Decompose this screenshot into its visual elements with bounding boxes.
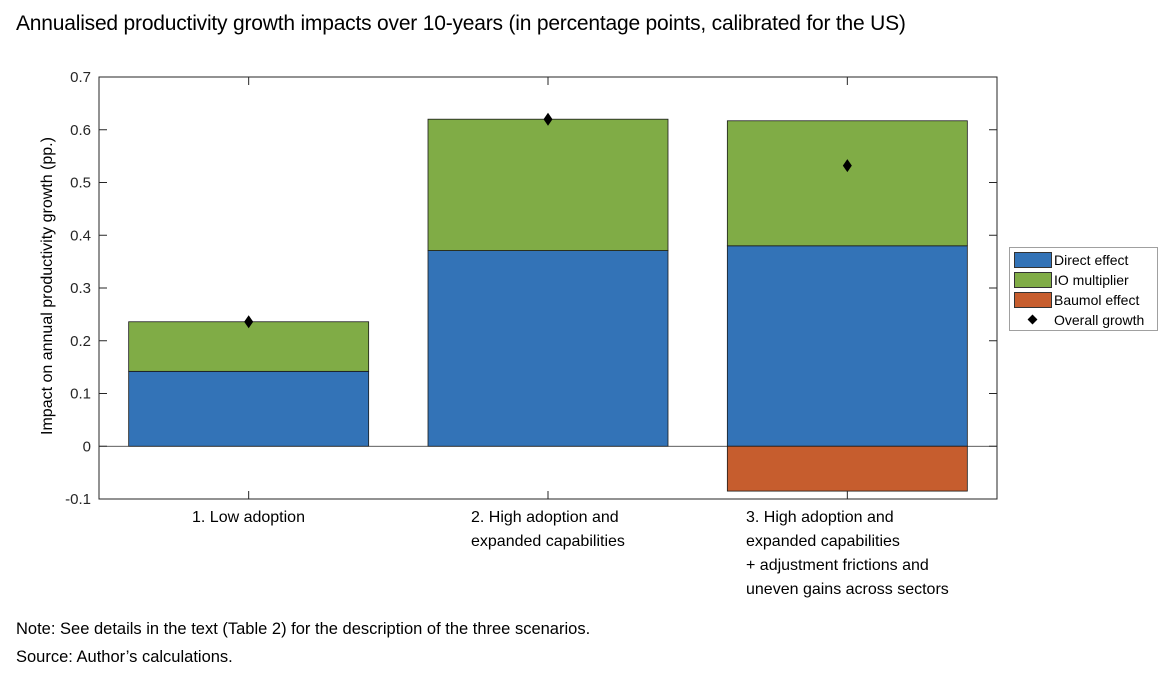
legend-item-direct-effect: Direct effect: [1010, 250, 1157, 270]
legend-label: Direct effect: [1054, 252, 1129, 268]
bar-direct-effect: [726, 245, 968, 447]
x-tick-label: 1. Low adoption: [192, 506, 305, 530]
legend-swatch-baumol-effect: [1014, 292, 1052, 308]
x-tick-label-line: 1. Low adoption: [192, 509, 305, 526]
y-tick-label: 0.3: [70, 280, 91, 297]
legend-label: IO multiplier: [1054, 272, 1129, 288]
legend-label: Overall growth: [1054, 312, 1145, 328]
overall-growth-marker: [543, 112, 553, 126]
legend-swatch-io-multiplier: [1014, 272, 1052, 288]
bar-io-multiplier: [726, 120, 968, 247]
y-tick-label: 0.1: [70, 386, 91, 403]
legend: Direct effect IO multiplier Baumol effec…: [1009, 247, 1158, 331]
bar-io-multiplier: [427, 118, 669, 251]
legend-label: Baumol effect: [1054, 292, 1140, 308]
chart-source: Source: Author’s calculations.: [16, 648, 233, 666]
y-tick-label: 0.4: [70, 227, 91, 244]
y-tick-label: 0.6: [70, 122, 91, 139]
bar-baumol-effect: [726, 445, 968, 492]
y-tick-label: 0.7: [70, 69, 91, 86]
legend-swatch-direct-effect: [1014, 252, 1052, 268]
x-tick-label: 2. High adoption and expanded capabilitie…: [471, 506, 625, 554]
legend-item-overall-growth: Overall growth: [1010, 310, 1157, 330]
bar-direct-effect: [128, 370, 370, 447]
overall-growth-marker: [244, 315, 254, 329]
bar-direct-effect: [427, 250, 669, 447]
x-tick-label-line: + adjustment frictions and: [746, 557, 929, 574]
x-tick-label-line: uneven gains across sectors: [746, 581, 949, 598]
x-tick-label-line: 3. High adoption and: [746, 509, 894, 526]
bar-io-multiplier: [128, 321, 370, 372]
chart-title: Annualised productivity growth impacts o…: [16, 12, 906, 35]
diamond-icon: [1027, 314, 1038, 325]
x-tick-label-line: expanded capabilities: [746, 533, 900, 550]
y-tick-label: 0: [83, 438, 91, 455]
legend-item-io-multiplier: IO multiplier: [1010, 270, 1157, 290]
x-tick-label-line: expanded capabilities: [471, 533, 625, 550]
y-tick-label: 0.2: [70, 333, 91, 350]
x-tick-label-line: 2. High adoption and: [471, 509, 619, 526]
overall-growth-marker: [842, 159, 852, 173]
y-tick-label: -0.1: [65, 491, 91, 508]
x-tick-label: 3. High adoption and expanded capabilitie…: [746, 506, 949, 602]
legend-item-baumol-effect: Baumol effect: [1010, 290, 1157, 310]
chart-note: Note: See details in the text (Table 2) …: [16, 620, 591, 638]
y-tick-label: 0.5: [70, 175, 91, 192]
